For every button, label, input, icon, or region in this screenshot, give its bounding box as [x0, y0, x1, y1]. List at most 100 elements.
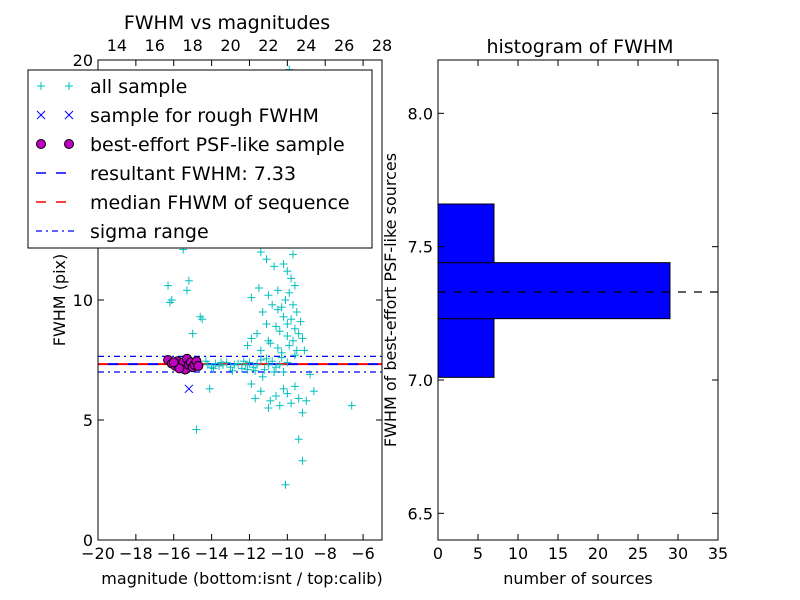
scatter-top-tick-label: 18	[182, 36, 202, 55]
rough-sample-point	[184, 384, 194, 394]
best-sample-point	[193, 361, 204, 371]
best-sample-point	[174, 363, 185, 374]
scatter-top-tick-label: 14	[107, 36, 127, 55]
histogram-x-tick-label: 15	[548, 544, 568, 563]
all-sample-point	[283, 320, 292, 328]
all-sample-point	[302, 396, 311, 405]
scatter-y-tick-label: 5	[83, 411, 93, 430]
histogram-y-ticks: 6.5 7.0 7.5 8.0	[408, 104, 718, 523]
scatter-x-label: magnitude (bottom:isnt / top:calib)	[101, 569, 382, 588]
scatter-top-tick-label: 24	[296, 36, 316, 55]
all-sample-point	[294, 394, 303, 403]
legend: all sample sample for rough FWHM best-ef…	[27, 69, 373, 249]
all-sample-point	[289, 300, 298, 309]
scatter-top-tick-label: 28	[372, 36, 392, 55]
histogram-x-tick-label: 30	[668, 544, 688, 563]
all-sample-point	[283, 358, 292, 367]
histogram-y-label: FWHM of best-effort PSF-like sources	[381, 153, 400, 447]
all-sample-point	[266, 339, 275, 348]
scatter-x-tick-label: −16	[157, 544, 191, 563]
all-sample-point	[247, 293, 256, 302]
all-sample-point	[253, 329, 262, 338]
all-sample-point	[230, 360, 239, 369]
all-sample-point	[296, 317, 305, 326]
all-sample-point	[198, 315, 207, 324]
legend-label-sigma: sigma range	[90, 221, 209, 243]
histogram-x-tick-label: 20	[588, 544, 608, 563]
histogram-y-tick-label: 7.5	[408, 238, 433, 257]
scatter-y-tick-label: 20	[73, 51, 93, 70]
all-sample-point	[205, 384, 214, 393]
legend-marker-circle	[36, 139, 74, 149]
scatter-x-tick-label: −20	[81, 544, 115, 563]
all-sample-point	[283, 332, 292, 340]
scatter-top-tick-label: 26	[334, 36, 354, 55]
all-sample-point	[287, 315, 296, 324]
all-sample-point	[287, 399, 296, 408]
all-sample-point	[347, 401, 356, 410]
histogram-bar	[437, 262, 671, 320]
all-sample-point	[290, 382, 299, 391]
scatter-x-ticks: −20 −18 −16 −14 −12 −10 −8 −6	[81, 60, 375, 563]
all-sample-point	[258, 308, 267, 316]
legend-marker-x	[36, 110, 74, 120]
scatter-top-tick-label: 20	[220, 36, 240, 55]
all-sample-point	[264, 291, 273, 300]
all-sample-point	[264, 404, 273, 412]
histogram-x-tick-label: 0	[433, 544, 443, 563]
all-sample-point	[262, 354, 271, 363]
scatter-y-tick-label: 0	[83, 531, 93, 550]
all-sample-point	[266, 396, 275, 405]
all-sample-point	[253, 360, 262, 369]
all-sample-point	[289, 250, 298, 259]
all-sample-point	[283, 267, 292, 276]
histogram-bars	[437, 203, 671, 378]
all-sample-point	[234, 359, 243, 368]
best-sample-point	[168, 357, 179, 368]
all-sample-point	[292, 346, 301, 355]
all-sample-point	[264, 360, 273, 369]
legend-label-best-sample: best-effort PSF-like sample	[90, 134, 345, 156]
all-sample-point	[298, 456, 307, 465]
all-sample-point	[285, 341, 294, 350]
scatter-x-tick-label: −12	[233, 544, 267, 563]
all-sample-point	[277, 303, 286, 312]
all-sample-point	[309, 387, 318, 396]
all-sample-point	[279, 384, 288, 393]
all-sample-point	[207, 363, 216, 372]
all-sample-point	[294, 435, 303, 444]
all-sample-point	[247, 334, 256, 343]
histogram-frame	[437, 59, 719, 541]
all-sample-point	[273, 344, 282, 352]
legend-entry-rough-sample: sample for rough FWHM	[36, 105, 319, 127]
legend-label-median: median FHWM of sequence	[90, 192, 350, 214]
all-sample-point	[281, 480, 290, 489]
legend-entry-median: median FHWM of sequence	[36, 192, 350, 214]
histogram-x-tick-label: 35	[708, 544, 728, 563]
all-sample-point	[245, 358, 254, 367]
all-sample-point	[279, 312, 288, 321]
all-sample-point	[260, 365, 269, 374]
all-sample-point	[237, 364, 246, 373]
all-sample-point	[275, 327, 284, 336]
histogram-bar	[437, 203, 495, 264]
all-sample-point	[290, 324, 299, 333]
all-sample-point	[256, 248, 265, 256]
all-sample-point	[243, 365, 252, 374]
histogram-y-tick-label: 8.0	[408, 104, 433, 123]
scatter-y-ticks: 0 5 10 20	[73, 51, 382, 550]
scatter-title: FWHM vs magnitudes	[124, 12, 330, 34]
legend-box	[27, 69, 373, 249]
scatter-x-tick-label: −8	[313, 544, 337, 563]
scatter-x-tick-label: −18	[119, 544, 153, 563]
all-sample-point	[277, 348, 286, 357]
all-sample-point	[298, 408, 307, 417]
all-sample-point	[268, 300, 277, 309]
histogram-y-tick-label: 7.0	[408, 371, 433, 390]
all-sample-point	[165, 298, 174, 307]
histogram-x-tick-label: 10	[508, 544, 528, 563]
legend-entry-all-sample: all sample	[37, 76, 187, 98]
all-sample-point	[270, 368, 279, 376]
all-sample-point	[279, 260, 288, 268]
